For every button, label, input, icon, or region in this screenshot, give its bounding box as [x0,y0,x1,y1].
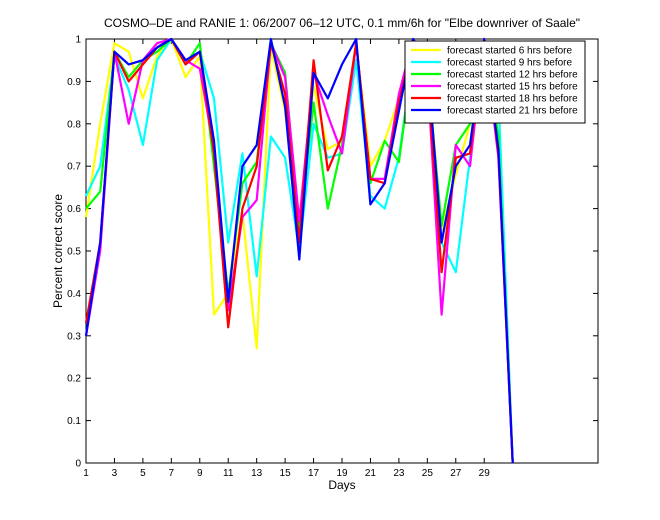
y-tick-label: 0.2 [67,374,81,385]
y-tick-label: 0.9 [67,77,81,88]
legend-label: forecast started 9 hrs before [447,58,573,69]
series-lines [84,37,514,464]
y-tick-label: 0 [75,459,81,470]
x-tick-label: 1 [83,468,89,479]
y-tick-label: 0.8 [67,119,81,130]
y-tick-label: 0.1 [67,416,81,427]
legend-label: forecast started 15 hrs before [447,82,578,93]
y-tick-label: 0.3 [67,331,81,342]
x-tick-label: 21 [365,468,377,479]
legend-label: forecast started 18 hrs before [447,94,578,105]
chart-title: COSMO–DE and RANIE 1: 06/2007 06–12 UTC,… [104,16,580,30]
x-tick-label: 11 [223,468,234,479]
x-tick-label: 29 [479,468,491,479]
legend-label: forecast started 12 hrs before [447,70,578,81]
y-tick-label: 1 [75,35,81,46]
x-tick-label: 5 [140,468,146,479]
x-tick-label: 3 [112,468,118,479]
y-axis-label: Percent correct score [51,194,65,308]
y-tick-label: 0.7 [67,162,81,173]
x-axis-ticks: 1 3 5 7 9 11 13 15 17 19 21 23 25 27 29 [83,39,490,479]
x-tick-label: 17 [308,468,320,479]
series-line-4 [84,37,514,464]
legend-label: forecast started 6 hrs before [447,46,573,57]
legend-label: forecast started 21 hrs before [447,106,578,117]
y-axis-ticks: 0 0.1 0.2 0.3 0.4 0.5 0.6 0.7 0.8 0.9 1 [67,35,598,470]
x-tick-label: 7 [169,468,175,479]
x-tick-label: 27 [450,468,462,479]
y-tick-label: 0.5 [67,247,81,258]
x-tick-label: 13 [251,468,263,479]
x-tick-label: 9 [197,468,203,479]
x-axis-label: Days [328,478,355,492]
y-tick-label: 0.4 [67,289,81,300]
x-tick-label: 15 [280,468,292,479]
series-line-6 [84,37,514,464]
x-tick-label: 25 [422,468,434,479]
x-tick-label: 23 [393,468,405,479]
y-tick-label: 0.6 [67,204,81,215]
x-tick-label: 19 [336,468,348,479]
